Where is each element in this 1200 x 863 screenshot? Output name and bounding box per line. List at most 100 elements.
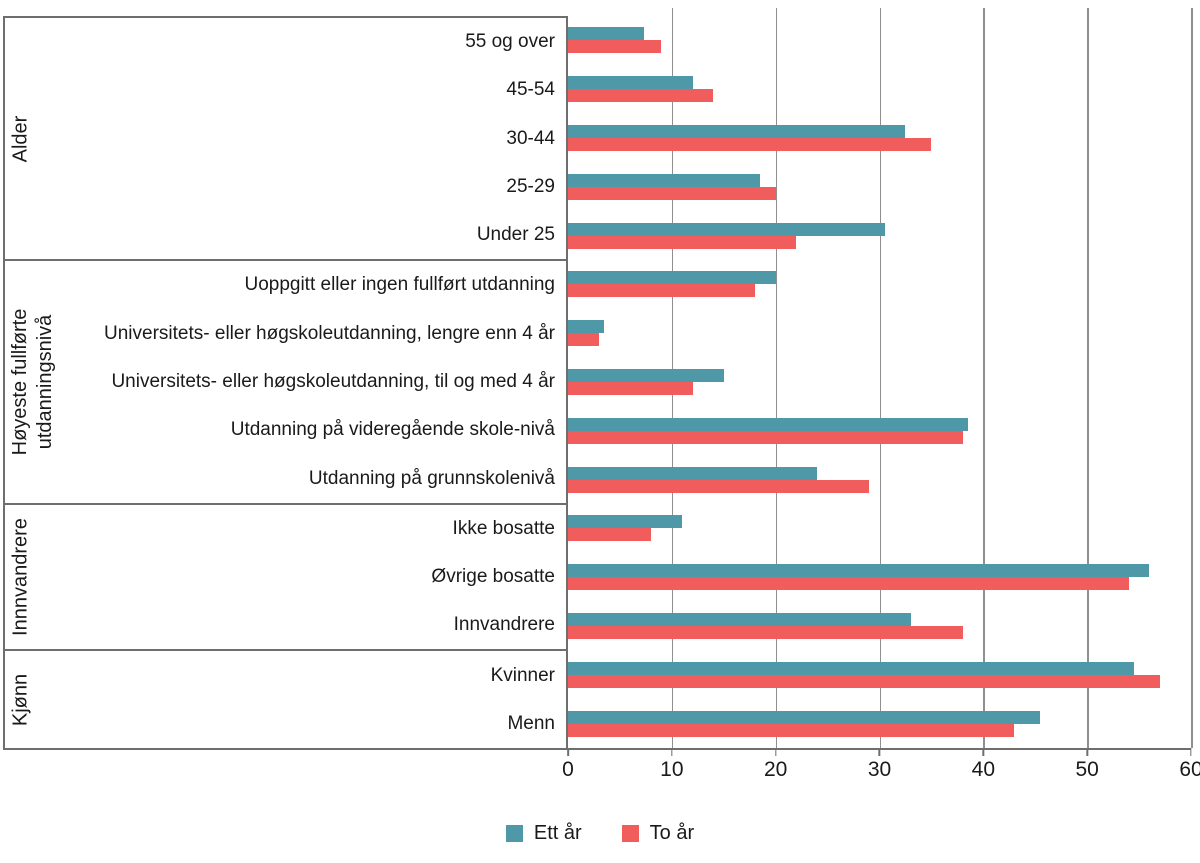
x-axis-ticks: 0 10 20 30 40 50 60 — [562, 748, 1200, 788]
bar-row — [568, 602, 1191, 651]
gridline — [983, 8, 985, 748]
gridline — [1191, 8, 1193, 748]
bar-to-r — [568, 528, 652, 542]
category-label: Innvandrere — [453, 614, 555, 636]
x-tick-label: 10 — [660, 758, 684, 781]
category-label: Under 25 — [476, 224, 555, 246]
bar-to-r — [568, 577, 1129, 591]
bar-row — [568, 455, 1191, 504]
gridline — [879, 8, 881, 748]
x-tick-label: 60 — [1179, 758, 1200, 781]
bar-row — [568, 162, 1191, 211]
bar-to-r — [568, 137, 932, 151]
bar-ett-r — [568, 368, 724, 382]
tick-mark — [671, 748, 673, 756]
bar-row — [568, 211, 1191, 260]
category-row: Universitets- eller høgskoleutdanning, t… — [5, 358, 566, 406]
x-tick: 50 — [1075, 748, 1099, 782]
x-tick-label: 40 — [971, 758, 996, 781]
bar-row — [568, 699, 1191, 748]
category-label: Universitets- eller høgskoleutdanning, l… — [104, 322, 555, 344]
bar-ett-r — [568, 76, 693, 90]
category-row: Uoppgitt eller ingen fullført utdanning — [5, 261, 566, 309]
category-label: Uoppgitt eller ingen fullført utdanning — [244, 274, 555, 296]
bar-ett-r — [568, 515, 683, 529]
group-innnvandrere: Innnvandrere Ikke bosatte Øvrige bosatte In… — [5, 502, 566, 650]
to-ar-swatch-icon — [621, 825, 639, 842]
legend-item-ett-ar: Ett år — [505, 822, 582, 845]
tick-mark — [982, 748, 985, 756]
bar-ett-r — [568, 173, 761, 187]
x-tick-label: 50 — [1075, 758, 1099, 781]
group-h-yeste-fullf-rte: Høyeste fullførte utdanningsnivå Uoppgitt … — [5, 259, 566, 502]
category-row: Kvinner — [5, 651, 566, 699]
category-row: 30-44 — [5, 115, 566, 163]
bar-row — [568, 650, 1191, 699]
bar-ett-r — [568, 417, 968, 431]
bar-to-r — [568, 284, 755, 298]
category-row: 45-54 — [5, 66, 566, 114]
bar-ett-r — [568, 564, 1150, 578]
x-tick: 30 — [868, 748, 891, 782]
legend-item-to-ar: To år — [621, 822, 695, 845]
ett-ar-swatch-icon — [505, 825, 523, 842]
bar-ett-r — [568, 27, 644, 41]
bar-row — [568, 65, 1191, 114]
bar-to-r — [568, 186, 776, 200]
category-row: Utdanning på videregående skole-nivå — [5, 406, 566, 454]
group-label: Høyeste fullførte utdanningsnivå — [9, 308, 56, 456]
category-row: Under 25 — [5, 211, 566, 259]
category-label: 55 og over — [465, 31, 555, 53]
legend-label: To år — [649, 822, 695, 844]
legend-label: Ett år — [533, 822, 582, 844]
bar-to-r — [568, 235, 797, 249]
category-label: Kvinner — [490, 664, 555, 686]
bar-to-r — [568, 40, 662, 54]
bar-ett-r — [568, 320, 605, 334]
x-tick: 40 — [972, 748, 995, 782]
group-label: Innnvandrere — [9, 518, 32, 636]
tick-mark — [878, 748, 881, 756]
bar-ett-r — [568, 222, 885, 236]
bar-to-r — [568, 89, 714, 103]
tick-mark — [567, 748, 569, 756]
x-tick: 60 — [1179, 748, 1200, 782]
bar-row — [568, 260, 1191, 309]
bar-rows — [568, 16, 1191, 748]
x-tick-label: 20 — [763, 758, 788, 781]
bar-row — [568, 358, 1191, 407]
bar-ett-r — [568, 612, 911, 626]
category-label: Menn — [507, 712, 555, 734]
gridline — [1087, 8, 1089, 748]
x-tick: 20 — [764, 748, 787, 782]
bar-ett-r — [568, 271, 776, 285]
bar-to-r — [568, 723, 1015, 737]
category-row: Øvrige bosatte — [5, 553, 566, 601]
bar-to-r — [568, 333, 600, 347]
category-row: 55 og over — [5, 18, 566, 66]
legend: Ett år To år — [0, 822, 1200, 845]
bar-row — [568, 114, 1191, 163]
bar-row — [568, 16, 1191, 65]
x-tick: 10 — [660, 748, 684, 782]
category-row: Universitets- eller høgskoleutdanning, l… — [5, 310, 566, 358]
bar-ett-r — [568, 661, 1134, 675]
group-label: Kjønn — [9, 673, 32, 726]
category-label: Øvrige bosatte — [431, 566, 555, 588]
group-kj-nn: Kjønn Kvinner Menn — [5, 649, 566, 748]
x-axis-line — [3, 748, 1191, 750]
bar-row — [568, 309, 1191, 358]
x-tick: 0 — [562, 748, 574, 782]
bar-to-r — [568, 381, 693, 395]
x-tick-label: 30 — [867, 758, 892, 781]
bar-row — [568, 553, 1191, 602]
bar-to-r — [568, 674, 1160, 688]
group-alder: Alder 55 og over 45-54 30-44 25-29 Under 25 — [5, 18, 566, 259]
category-label: Ikke bosatte — [452, 517, 555, 539]
category-row: Innvandrere — [5, 601, 566, 649]
category-label: Utdanning på videregående skole-nivå — [230, 419, 555, 441]
gridline — [775, 8, 778, 748]
category-panel: Alder 55 og over 45-54 30-44 25-29 Under 25 Hø… — [3, 16, 568, 748]
bar-to-r — [568, 625, 963, 639]
